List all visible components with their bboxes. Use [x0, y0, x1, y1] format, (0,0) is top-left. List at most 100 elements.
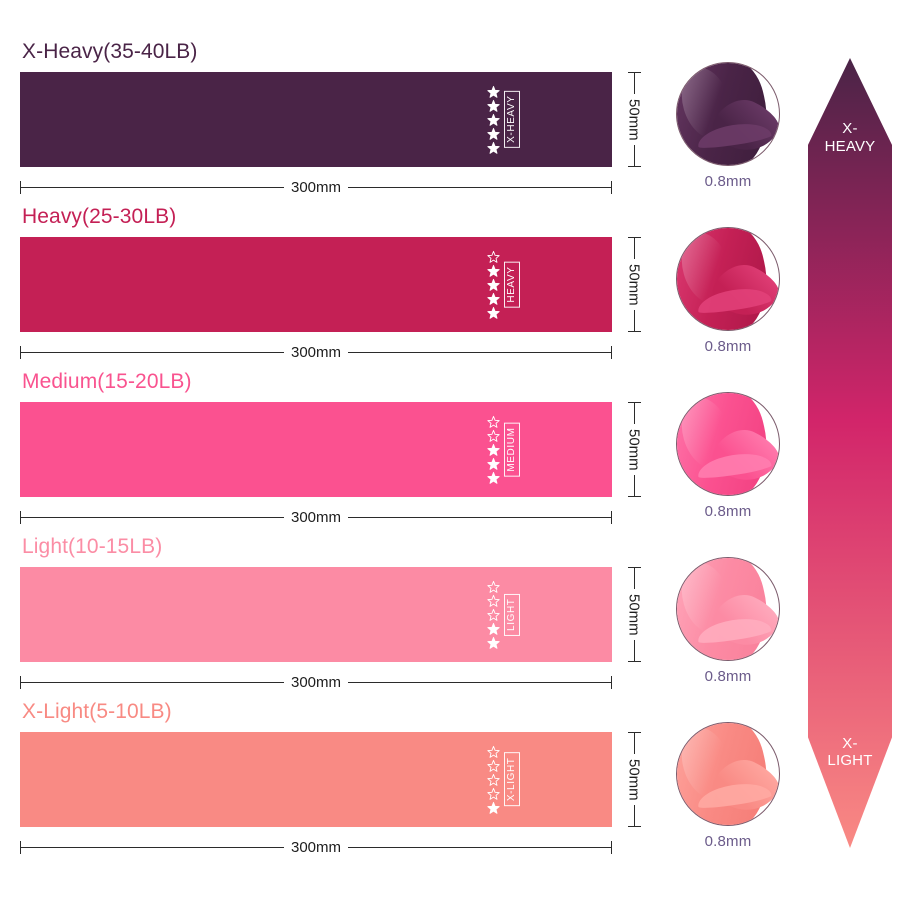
band-star-rating	[487, 415, 500, 484]
band-badge: X-HEAVY	[487, 85, 520, 154]
thickness-detail-cell: 0.8mm	[666, 392, 790, 520]
band-badge: X-LIGHT	[487, 745, 520, 814]
star-filled-icon	[487, 99, 500, 112]
band-swatch: LIGHT	[20, 567, 612, 662]
star-filled-icon	[487, 85, 500, 98]
star-filled-icon	[487, 141, 500, 154]
height-dimension-label: 50mm	[625, 93, 643, 146]
dimension-cap-bottom	[627, 331, 641, 332]
dimension-rule-left	[21, 681, 284, 683]
strength-gradient-arrow: X- HEAVY X- LIGHT	[808, 58, 892, 848]
dimension-cap-left	[20, 840, 21, 854]
dimension-cap-right	[611, 840, 612, 854]
star-filled-icon	[487, 443, 500, 456]
width-dimension: 300mm	[20, 671, 612, 693]
star-filled-icon	[487, 292, 500, 305]
dimension-rule-top	[633, 568, 635, 589]
band-badge-label: MEDIUM	[504, 422, 520, 477]
star-filled-icon	[487, 457, 500, 470]
dimension-cap-left	[20, 510, 21, 524]
star-outline-icon	[487, 745, 500, 758]
star-outline-icon	[487, 787, 500, 800]
band-thickness-photo	[676, 722, 780, 826]
width-dimension-label: 300mm	[283, 673, 349, 691]
star-filled-icon	[487, 278, 500, 291]
thickness-detail-cell: 0.8mm	[666, 722, 790, 850]
star-filled-icon	[487, 622, 500, 635]
dimension-rule-left	[21, 351, 284, 353]
width-dimension-label: 300mm	[283, 508, 349, 526]
arrow-bottom-label-line2: LIGHT	[827, 752, 873, 770]
dimension-cap-right	[611, 675, 612, 689]
height-dimension: 50mm	[622, 237, 646, 332]
band-thickness-photo	[676, 557, 780, 661]
star-filled-icon	[487, 306, 500, 319]
dimension-cap-right	[611, 180, 612, 194]
dimension-cap-top	[627, 237, 641, 238]
star-filled-icon	[487, 113, 500, 126]
band-thickness-photo	[676, 392, 780, 496]
dimension-cap-bottom	[627, 826, 641, 827]
band-swatch: HEAVY	[20, 237, 612, 332]
dimension-cap-bottom	[627, 661, 641, 662]
thickness-label: 0.8mm	[704, 338, 752, 355]
star-outline-icon	[487, 759, 500, 772]
dimension-rule-top	[633, 403, 635, 424]
star-outline-icon	[487, 415, 500, 428]
width-dimension: 300mm	[20, 836, 612, 858]
dimension-rule-top	[633, 73, 635, 94]
star-filled-icon	[487, 801, 500, 814]
band-badge-label: LIGHT	[504, 593, 520, 636]
band-badge-label: HEAVY	[504, 261, 520, 308]
dimension-cap-bottom	[627, 496, 641, 497]
dimension-rule-left	[21, 186, 284, 188]
arrow-shape	[808, 58, 892, 848]
dimension-rule-right	[348, 681, 611, 683]
dimension-rule-left	[21, 516, 284, 518]
arrow-top-label-line1: X-	[842, 120, 858, 137]
width-dimension-label: 300mm	[283, 838, 349, 856]
dimension-cap-right	[611, 345, 612, 359]
height-dimension: 50mm	[622, 402, 646, 497]
band-title: Heavy(25-30LB)	[22, 205, 177, 228]
star-outline-icon	[487, 580, 500, 593]
dimension-rule-right	[348, 516, 611, 518]
star-outline-icon	[487, 608, 500, 621]
band-star-rating	[487, 85, 500, 154]
thickness-label: 0.8mm	[704, 668, 752, 685]
height-dimension: 50mm	[622, 567, 646, 662]
height-dimension-label: 50mm	[625, 588, 643, 641]
dimension-rule-bottom	[633, 805, 635, 826]
width-dimension: 300mm	[20, 506, 612, 528]
thickness-label: 0.8mm	[704, 833, 752, 850]
width-dimension: 300mm	[20, 341, 612, 363]
star-filled-icon	[487, 471, 500, 484]
thickness-detail-cell: 0.8mm	[666, 557, 790, 685]
dimension-rule-top	[633, 238, 635, 259]
band-star-rating	[487, 580, 500, 649]
band-star-rating	[487, 250, 500, 319]
height-dimension-label: 50mm	[625, 753, 643, 806]
dimension-cap-top	[627, 402, 641, 403]
arrow-bottom-label-line1: X-	[842, 734, 858, 752]
star-outline-icon	[487, 250, 500, 263]
dimension-cap-top	[627, 732, 641, 733]
dimension-cap-top	[627, 567, 641, 568]
band-badge: MEDIUM	[487, 415, 520, 484]
dimension-cap-left	[20, 180, 21, 194]
height-dimension: 50mm	[622, 72, 646, 167]
dimension-rule-right	[348, 846, 611, 848]
dimension-rule-right	[348, 186, 611, 188]
dimension-rule-top	[633, 733, 635, 754]
band-title: X-Light(5-10LB)	[22, 700, 172, 723]
band-star-rating	[487, 745, 500, 814]
band-badge-label: X-HEAVY	[504, 90, 520, 149]
star-filled-icon	[487, 264, 500, 277]
band-badge-label: X-LIGHT	[504, 752, 520, 807]
width-dimension-label: 300mm	[283, 343, 349, 361]
height-dimension-label: 50mm	[625, 423, 643, 476]
band-thickness-photo	[676, 227, 780, 331]
band-title: X-Heavy(35-40LB)	[22, 40, 198, 63]
star-outline-icon	[487, 773, 500, 786]
